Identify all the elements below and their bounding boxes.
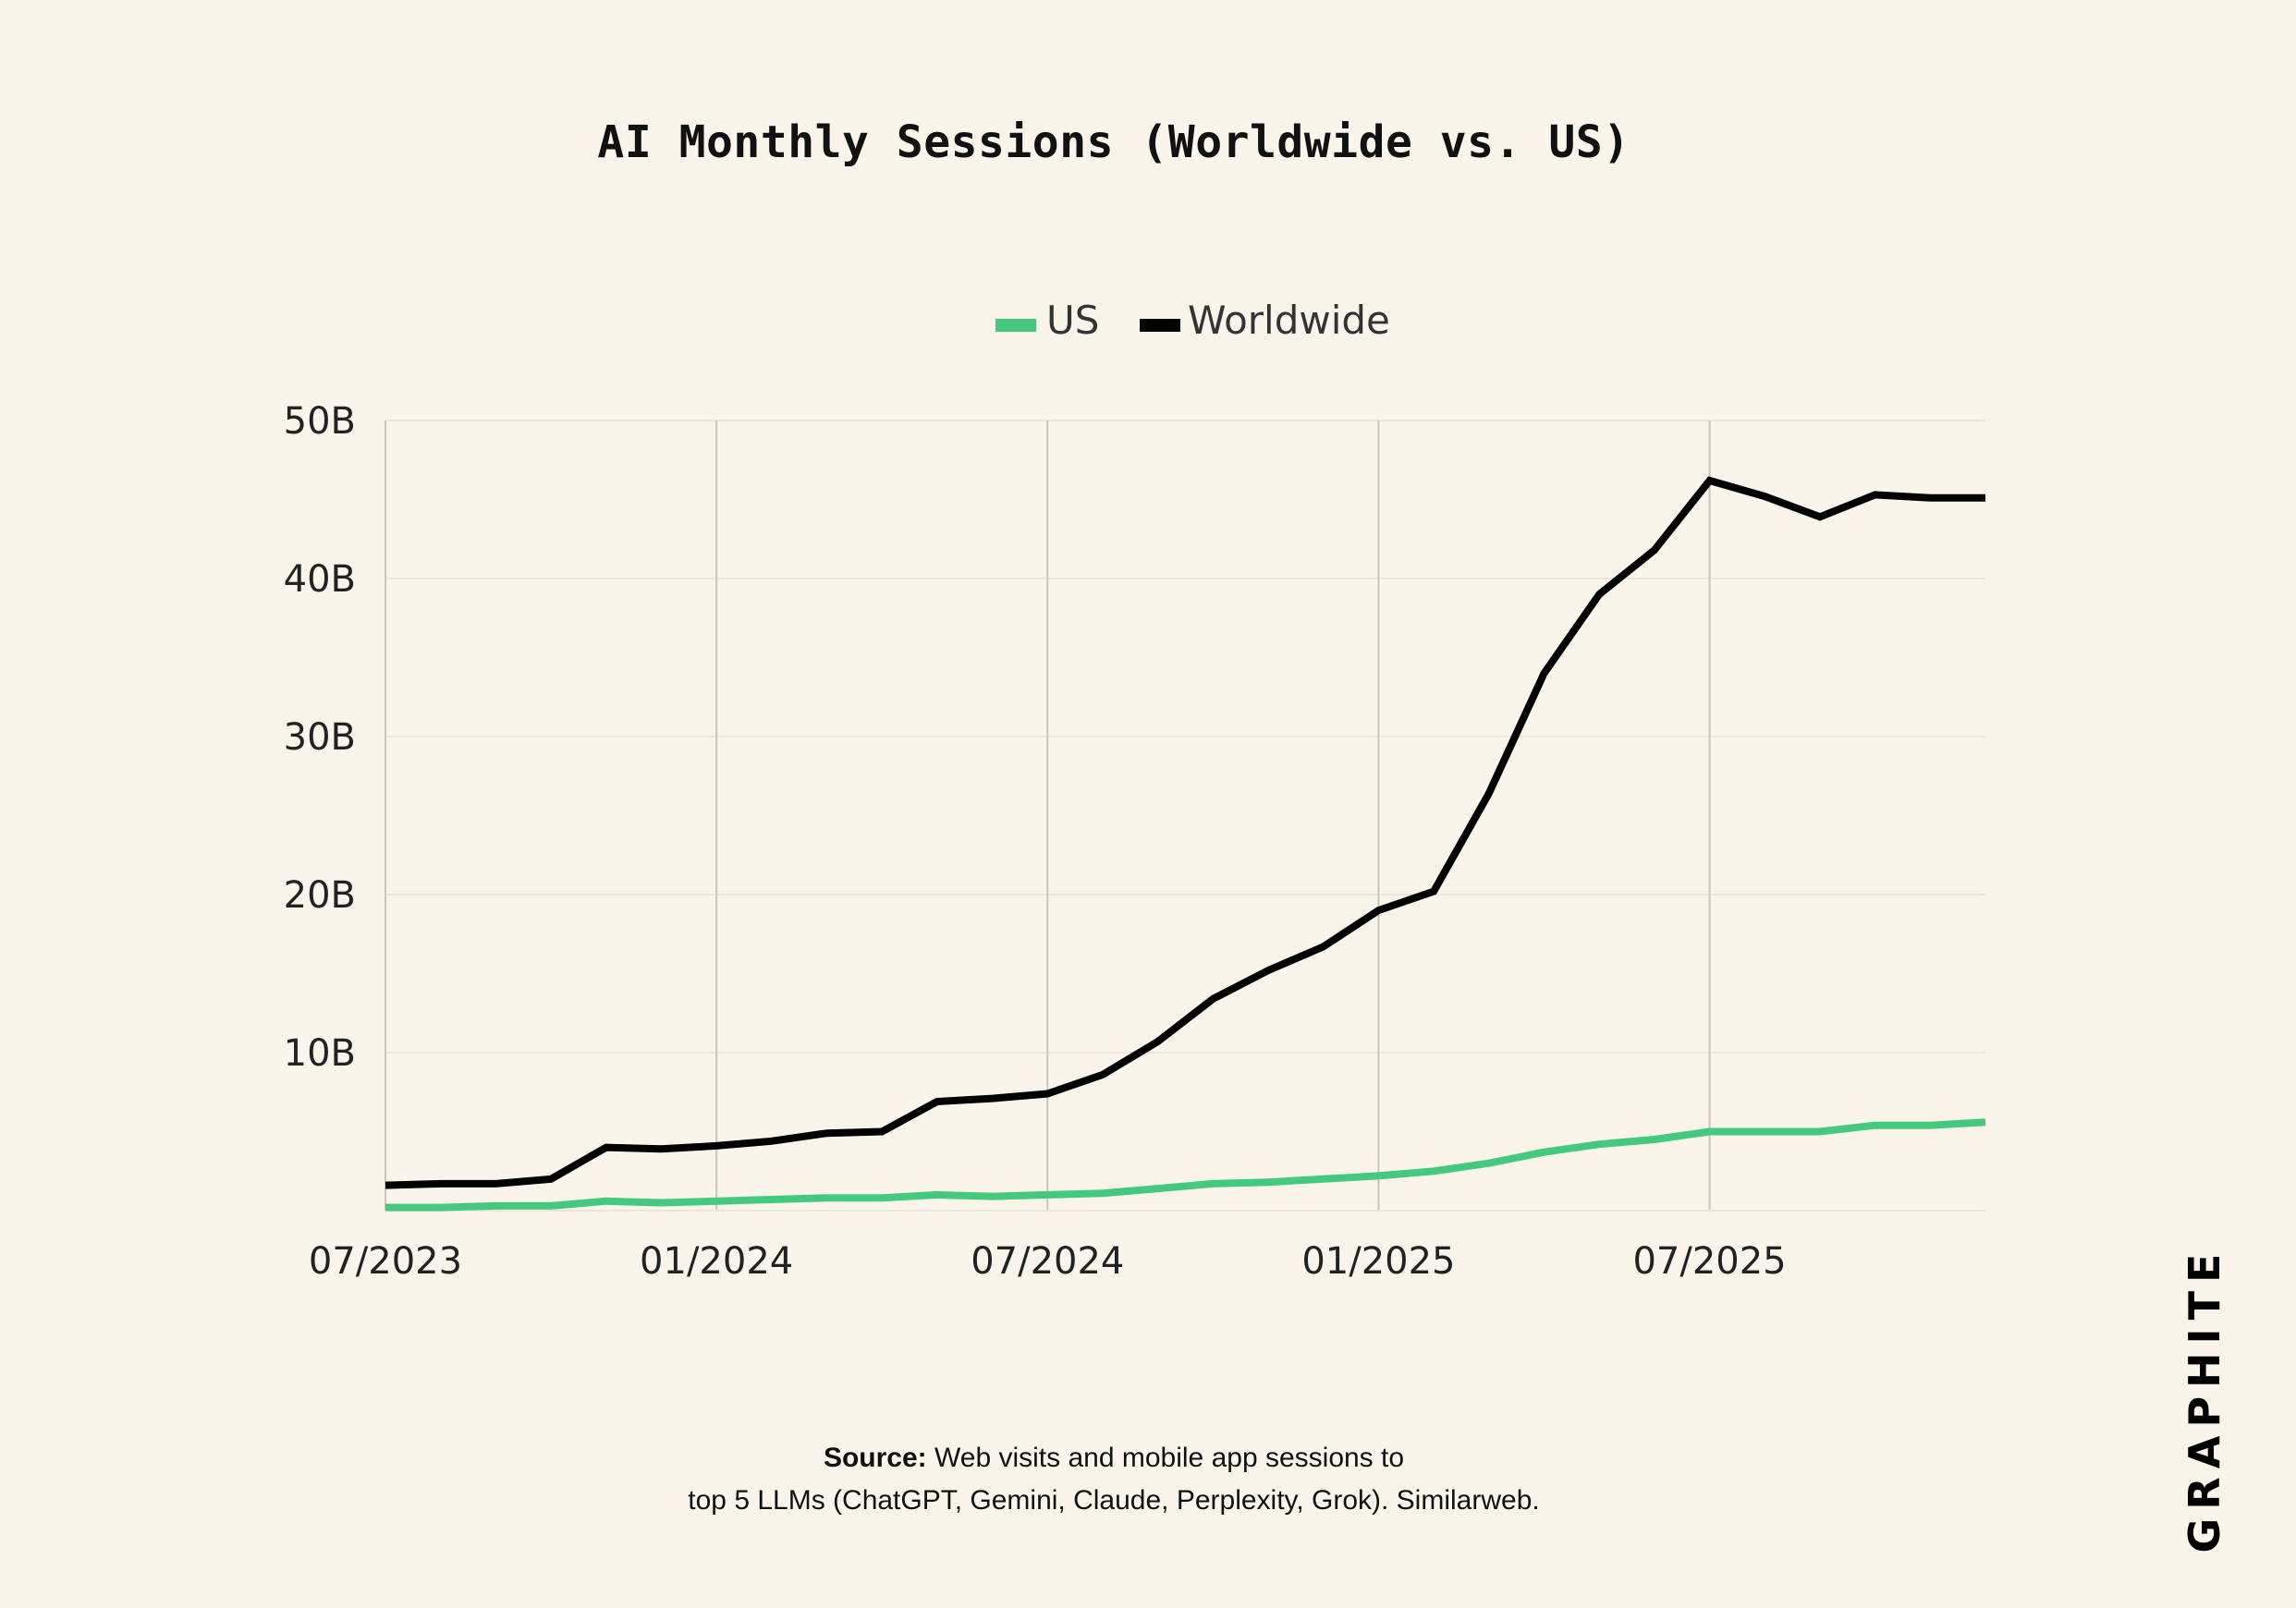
series-line-worldwide (385, 476, 1985, 1189)
series-line-us (385, 1118, 1986, 1212)
x-tick-label: 07/2025 (1632, 1240, 1786, 1283)
legend-label-worldwide: Worldwide (1188, 298, 1390, 343)
source-line-1: Source: Web visits and mobile app sessio… (0, 1437, 2228, 1480)
series-lines (385, 476, 1986, 1212)
y-tick-label: 30B (284, 716, 356, 759)
x-tick-label: 07/2024 (971, 1240, 1124, 1283)
source-note: Source: Web visits and mobile app sessio… (0, 1437, 2228, 1522)
grid-lines (385, 420, 1985, 1211)
source-text-1: Web visits and mobile app sessions to (934, 1443, 1405, 1473)
y-tick-label: 50B (284, 400, 356, 443)
source-line-2: top 5 LLMs (ChatGPT, Gemini, Claude, Per… (688, 1485, 1540, 1516)
chart-title: AI Monthly Sessions (Worldwide vs. US) (597, 116, 1630, 168)
tick-labels: 10B 20B 30B 40B 50B 07/2023 01/2024 07/2024 01/2… (284, 400, 1787, 1283)
legend: US Worldwide (995, 298, 1390, 343)
y-tick-label: 10B (284, 1032, 356, 1075)
source-label: Source: (823, 1443, 927, 1473)
x-tick-label: 07/2023 (309, 1240, 462, 1283)
legend-swatch-us (995, 319, 1036, 332)
x-tick-label: 01/2025 (1301, 1240, 1455, 1283)
legend-swatch-worldwide (1140, 319, 1180, 332)
y-tick-label: 20B (284, 874, 356, 917)
legend-label-us: US (1046, 298, 1099, 343)
brand-logo: GRAPHITE (2163, 1246, 2246, 1553)
brand-wordmark: GRAPHITE (2180, 1245, 2229, 1553)
y-tick-label: 40B (284, 558, 356, 601)
x-tick-label: 01/2024 (640, 1240, 793, 1283)
